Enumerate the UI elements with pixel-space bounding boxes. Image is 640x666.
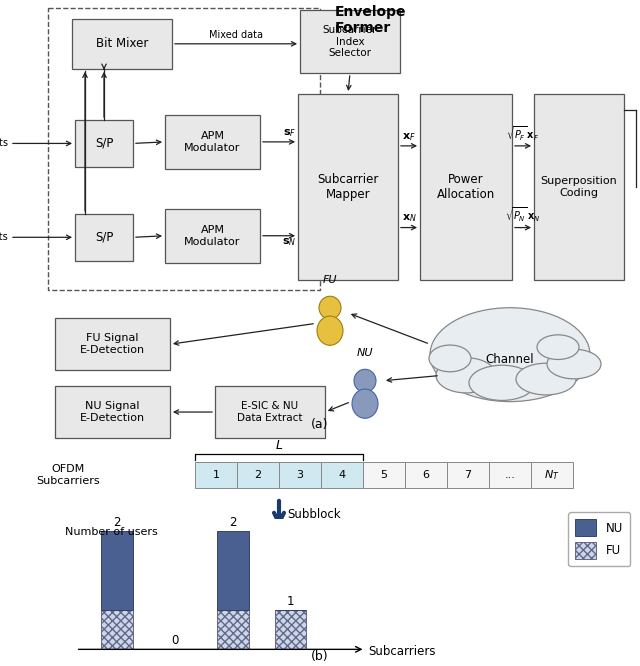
Text: Subcarrier
Mapper: Subcarrier Mapper [317,172,379,200]
Text: 1: 1 [287,595,294,607]
Text: Subcarriers: Subcarriers [368,645,436,658]
Text: Number of users: Number of users [65,527,158,537]
Text: $\mathbf{x}_N$: $\mathbf{x}_N$ [401,212,417,224]
Text: (a): (a) [311,418,329,431]
Text: 7: 7 [465,470,472,480]
Ellipse shape [429,345,471,372]
FancyBboxPatch shape [531,462,573,488]
Ellipse shape [430,308,590,402]
Text: Superposition
Coding: Superposition Coding [541,176,618,198]
Text: 1: 1 [212,470,220,480]
Text: NU Signal
E-Detection: NU Signal E-Detection [80,401,145,423]
Ellipse shape [354,369,376,392]
FancyBboxPatch shape [300,11,400,73]
FancyBboxPatch shape [321,462,363,488]
Text: Subcarrier
Index
Selector: Subcarrier Index Selector [323,25,377,59]
FancyBboxPatch shape [55,386,170,438]
Text: FU Signal
E-Detection: FU Signal E-Detection [80,334,145,355]
FancyBboxPatch shape [215,386,325,438]
Text: OFDM
Subcarriers: OFDM Subcarriers [36,464,100,486]
Text: $\sqrt{P_N}\,\mathbf{x}_N$: $\sqrt{P_N}\,\mathbf{x}_N$ [506,206,541,224]
FancyBboxPatch shape [75,120,133,167]
Text: Subblock: Subblock [287,507,340,521]
Text: 2: 2 [113,516,121,529]
FancyBboxPatch shape [195,462,237,488]
Text: $L$: $L$ [275,439,283,452]
Ellipse shape [436,358,496,393]
Ellipse shape [319,296,341,319]
Text: FU: FU [323,275,337,285]
Text: 3: 3 [296,470,303,480]
Text: APM
Modulator: APM Modulator [184,131,241,153]
Text: $\mathbf{s}_F$: $\mathbf{s}_F$ [283,127,296,139]
Text: APM
Modulator: APM Modulator [184,225,241,246]
Bar [101,610,133,649]
Text: $\mathbf{s}_N$: $\mathbf{s}_N$ [282,236,296,248]
FancyBboxPatch shape [165,115,260,169]
Ellipse shape [352,389,378,418]
Ellipse shape [469,365,535,400]
Bar [101,531,133,610]
Text: 4: 4 [339,470,346,480]
FancyBboxPatch shape [72,19,172,69]
Text: $\mathbf{x}_F$: $\mathbf{x}_F$ [402,131,416,143]
FancyBboxPatch shape [534,94,624,280]
Text: $\sqrt{P_F}\,\mathbf{x}_F$: $\sqrt{P_F}\,\mathbf{x}_F$ [506,124,540,143]
Text: (b): (b) [311,650,329,663]
Ellipse shape [537,335,579,360]
FancyBboxPatch shape [363,462,405,488]
FancyBboxPatch shape [447,462,489,488]
Ellipse shape [317,316,343,345]
Ellipse shape [547,349,601,379]
FancyBboxPatch shape [237,462,279,488]
Text: NU data bits: NU data bits [0,232,8,242]
Legend: NU, FU: NU, FU [568,512,630,566]
FancyBboxPatch shape [55,318,170,370]
Text: 5: 5 [381,470,387,480]
Text: Bit Mixer: Bit Mixer [96,37,148,51]
Ellipse shape [516,363,576,395]
Text: S/P: S/P [95,231,113,244]
Text: 0: 0 [172,634,179,647]
FancyBboxPatch shape [298,94,398,280]
FancyBboxPatch shape [489,462,531,488]
Text: Power
Allocation: Power Allocation [437,172,495,200]
Text: Mixed data: Mixed data [209,30,263,40]
FancyBboxPatch shape [165,208,260,263]
FancyBboxPatch shape [420,94,512,280]
FancyBboxPatch shape [405,462,447,488]
FancyBboxPatch shape [279,462,321,488]
Text: NU: NU [356,348,373,358]
Bar [217,610,248,649]
Text: ...: ... [504,470,515,480]
Text: Envelope
Former: Envelope Former [335,5,406,35]
Text: 6: 6 [422,470,429,480]
Text: E-SIC & NU
Data Extract: E-SIC & NU Data Extract [237,401,303,423]
Text: FU data bits: FU data bits [0,139,8,149]
Bar [275,610,307,649]
Text: 2: 2 [255,470,262,480]
Bar [217,531,248,610]
Text: Channel: Channel [486,354,534,366]
FancyBboxPatch shape [75,214,133,261]
Text: 2: 2 [229,516,236,529]
Text: S/P: S/P [95,137,113,150]
Text: $N_T$: $N_T$ [544,468,560,482]
